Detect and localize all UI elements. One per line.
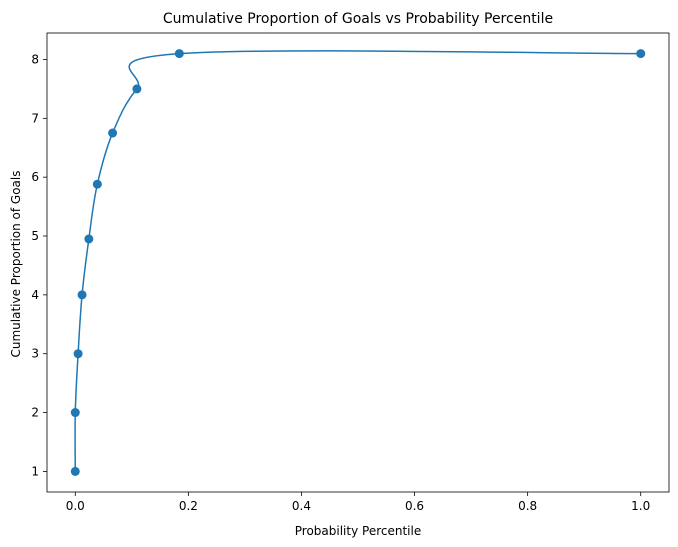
x-tick-label: 0.2 — [179, 499, 198, 513]
data-point — [108, 128, 118, 138]
data-point — [73, 349, 83, 359]
y-tick-label: 7 — [31, 111, 39, 125]
data-point — [77, 290, 87, 300]
y-tick-label: 3 — [31, 347, 39, 361]
x-tick-label: 0.8 — [518, 499, 537, 513]
data-point — [84, 234, 94, 244]
data-point — [636, 49, 646, 59]
data-point — [92, 179, 102, 189]
plot-frame — [46, 32, 670, 493]
y-tick-label: 6 — [31, 170, 39, 184]
y-tick-label: 8 — [31, 52, 39, 66]
series-line — [74, 50, 641, 472]
x-tick-label: 0.0 — [66, 499, 85, 513]
plot-area — [46, 32, 670, 493]
x-axis-label: Probability Percentile — [295, 524, 421, 538]
x-tick-label: 1.0 — [631, 499, 650, 513]
y-tick-label: 2 — [31, 406, 39, 420]
data-point — [132, 84, 142, 94]
series-layer — [70, 49, 646, 476]
chart-title: Cumulative Proportion of Goals vs Probab… — [163, 11, 553, 27]
y-axis: 1 2 3 4 5 6 7 8 — [31, 52, 47, 478]
data-point — [174, 49, 184, 59]
x-axis: 0.0 0.2 0.4 0.6 0.8 1.0 — [66, 492, 650, 513]
y-tick-label: 4 — [31, 288, 39, 302]
data-point — [70, 408, 80, 418]
y-tick-label: 5 — [31, 229, 39, 243]
data-point — [70, 466, 80, 476]
y-tick-label: 1 — [31, 464, 39, 478]
y-axis-label: Cumulative Proportion of Goals — [9, 171, 23, 358]
x-tick-label: 0.6 — [405, 499, 424, 513]
x-tick-label: 0.4 — [292, 499, 311, 513]
